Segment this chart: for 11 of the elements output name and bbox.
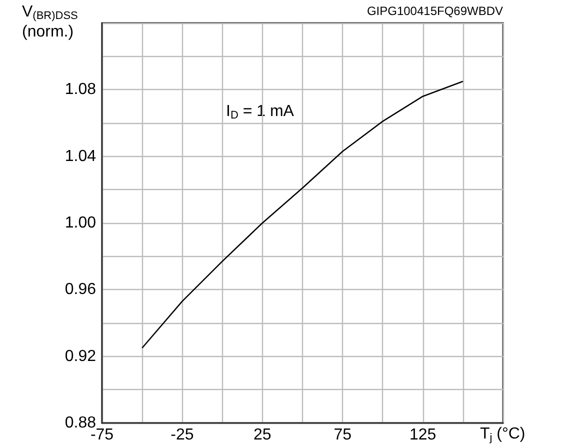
x-tick-label: 125 xyxy=(409,426,436,444)
line-series xyxy=(141,80,464,349)
y-tick-label: 1.08 xyxy=(64,81,96,98)
x-tick-label: -25 xyxy=(170,426,194,444)
y-tick-label: 1.04 xyxy=(64,148,96,165)
y-tick-label: 0.92 xyxy=(64,348,96,365)
y-tick-label: 1.00 xyxy=(64,214,96,232)
x-tick-label: 25 xyxy=(254,426,272,444)
x-tick-label: 75 xyxy=(334,426,352,444)
text: GIPG100415FQ69WBDV xyxy=(366,4,503,18)
y-tick-label: 0.96 xyxy=(64,281,96,298)
